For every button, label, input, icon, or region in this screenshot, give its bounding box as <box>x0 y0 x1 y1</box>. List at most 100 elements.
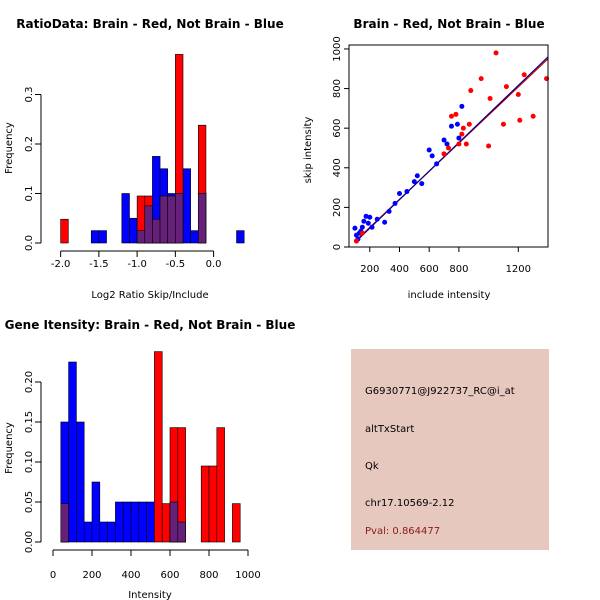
intensity-scatter: Brain - Red, Not Brain - Blue include in… <box>303 17 550 301</box>
ratio-histogram-bar-overlap <box>152 218 161 244</box>
intensity-scatter-x-tick-label: 600 <box>420 264 439 275</box>
ratio-histogram-x-tick-label: -0.5 <box>166 259 186 270</box>
ratio-histogram-x-tick-label: -1.0 <box>127 259 147 270</box>
intensity-scatter-point-brain <box>353 238 359 244</box>
intensity-scatter-point-notbrain <box>429 153 435 159</box>
gene-intensity-histogram-bar-brain <box>208 465 218 543</box>
ratio-histogram-bar-overlap <box>167 195 176 244</box>
gene-intensity-histogram-bar-notbrain <box>91 481 101 543</box>
intensity-scatter-point-notbrain <box>419 181 425 187</box>
gene-intensity-histogram-xlabel: Intensity <box>128 590 172 600</box>
gene-intensity-histogram: Gene Itensity: Brain - Red, Not Brain - … <box>4 318 295 600</box>
gene-intensity-histogram-bar-notbrain <box>83 521 93 543</box>
ratio-histogram-bar-overlap <box>197 193 207 244</box>
intensity-scatter-point-notbrain <box>386 208 392 214</box>
gene-intensity-histogram-x-tick-label: 200 <box>82 570 101 581</box>
intensity-scatter-point-brain <box>517 117 523 123</box>
intensity-scatter-point-brain <box>463 141 469 147</box>
intensity-scatter-point-brain <box>503 84 509 90</box>
ratio-histogram-y-tick-label: 0.2 <box>24 136 35 152</box>
intensity-scatter-point-notbrain <box>369 224 375 230</box>
gene-intensity-histogram-bar-notbrain <box>146 501 155 543</box>
ratio-histogram-xlabel: Log2 Ratio Skip/Include <box>91 290 208 301</box>
gene-intensity-histogram-x-tick-label: 800 <box>199 570 218 581</box>
intensity-scatter-y-tick-label: 1000 <box>332 36 343 61</box>
intensity-scatter-point-notbrain <box>374 216 380 222</box>
gene-name-text: Qk <box>365 461 379 472</box>
ratio-histogram-bar-notbrain <box>129 217 138 244</box>
pvalue-text: Pval: 0.864477 <box>365 526 441 537</box>
gene-intensity-histogram-title: Gene Itensity: Brain - Red, Not Brain - … <box>5 318 296 332</box>
intensity-scatter-point-notbrain <box>361 218 367 224</box>
ratio-histogram-bar-notbrain <box>98 230 107 244</box>
ratio-histogram-y-tick-label: 0.1 <box>24 186 35 202</box>
gene-intensity-histogram-x-tick-label: 1000 <box>235 570 260 581</box>
intensity-scatter-ylabel: skip intensity <box>303 117 314 184</box>
intensity-scatter-point-brain <box>478 76 484 82</box>
intensity-scatter-point-brain <box>493 50 499 56</box>
gene-intensity-histogram-bar-notbrain <box>76 421 85 543</box>
intensity-scatter-y-tick-label: 0 <box>332 244 343 250</box>
intensity-scatter-point-notbrain <box>448 123 454 129</box>
intensity-scatter-point-brain <box>453 111 459 117</box>
ratio-histogram-bar-overlap <box>136 230 146 244</box>
intensity-scatter-point-brain <box>460 125 466 131</box>
intensity-scatter-point-brain <box>448 113 454 119</box>
intensity-scatter-point-notbrain <box>382 219 388 225</box>
gene-intensity-histogram-bar-overlap <box>60 503 69 543</box>
intensity-scatter-point-brain <box>446 145 451 151</box>
ratio-histogram-bar-brain <box>60 218 69 244</box>
intensity-scatter-y-tick-label: 800 <box>332 79 343 98</box>
intensity-scatter-point-notbrain <box>414 173 420 179</box>
ratio-histogram-bar-notbrain <box>121 193 130 244</box>
intensity-scatter-point-notbrain <box>444 141 450 147</box>
gene-intensity-histogram-y-tick-label: 0.10 <box>24 451 35 473</box>
gene-intensity-histogram-y-tick-label: 0.00 <box>24 531 35 553</box>
gene-intensity-histogram-bar-overlap <box>169 501 179 543</box>
gene-intensity-histogram-bar-notbrain <box>138 501 147 543</box>
gene-intensity-histogram-y-tick-label: 0.15 <box>24 411 35 433</box>
ratio-histogram-bar-notbrain <box>182 168 191 244</box>
info-panel: G6930771@J922737_RC@i_at altTxStart Qk c… <box>351 349 549 550</box>
intensity-scatter-point-notbrain <box>426 147 432 153</box>
intensity-scatter-point-notbrain <box>434 161 440 167</box>
gene-intensity-histogram-x-tick-label: 400 <box>121 570 140 581</box>
gene-intensity-histogram-x-tick-label: 600 <box>160 570 179 581</box>
intensity-scatter-y-tick-label: 200 <box>332 198 343 217</box>
intensity-scatter-point-notbrain <box>411 179 417 185</box>
intensity-scatter-x-tick-label: 200 <box>360 264 379 275</box>
intensity-scatter-point-notbrain <box>396 191 402 197</box>
ratio-histogram-bar-overlap <box>175 193 184 244</box>
intensity-scatter-point-brain <box>486 143 492 149</box>
intensity-scatter-point-notbrain <box>352 225 358 231</box>
ratio-histogram-y-tick-label: 0.3 <box>24 87 35 103</box>
gene-intensity-histogram-bar-brain <box>216 427 225 543</box>
intensity-scatter-fit-line <box>356 56 549 242</box>
intensity-scatter-point-brain <box>521 72 527 78</box>
ratio-histogram-bar-notbrain <box>90 230 100 244</box>
gene-intensity-histogram-bar-notbrain <box>115 501 124 543</box>
intensity-scatter-point-brain <box>487 95 493 101</box>
ratio-histogram-bar-notbrain <box>190 230 199 244</box>
intensity-scatter-point-notbrain <box>459 103 465 109</box>
intensity-scatter-point-notbrain <box>441 137 447 143</box>
gene-intensity-histogram-bar-brain <box>232 503 241 543</box>
ratio-histogram: RatioData: Brain - Red, Not Brain - Blue… <box>4 17 284 301</box>
gene-intensity-histogram-bar-brain <box>200 465 210 543</box>
intensity-scatter-point-notbrain <box>367 214 373 220</box>
intensity-scatter-x-tick-label: 1200 <box>506 264 531 275</box>
gene-intensity-histogram-bar-notbrain <box>130 501 140 543</box>
gene-intensity-histogram-y-tick-label: 0.20 <box>24 371 35 393</box>
ratio-histogram-bar-notbrain <box>236 230 245 244</box>
intensity-scatter-point-notbrain <box>392 200 398 206</box>
gene-intensity-histogram-bar-notbrain <box>122 501 132 543</box>
intensity-scatter-point-brain <box>515 92 521 98</box>
ratio-histogram-x-tick-label: -2.0 <box>51 259 71 270</box>
intensity-scatter-x-tick-label: 400 <box>390 264 409 275</box>
intensity-scatter-point-brain <box>359 230 365 236</box>
intensity-scatter-xlabel: include intensity <box>408 290 491 301</box>
ratio-histogram-y-tick-label: 0.0 <box>24 235 35 251</box>
gene-intensity-histogram-bar-brain <box>161 503 171 543</box>
ratio-histogram-title: RatioData: Brain - Red, Not Brain - Blue <box>16 17 283 31</box>
